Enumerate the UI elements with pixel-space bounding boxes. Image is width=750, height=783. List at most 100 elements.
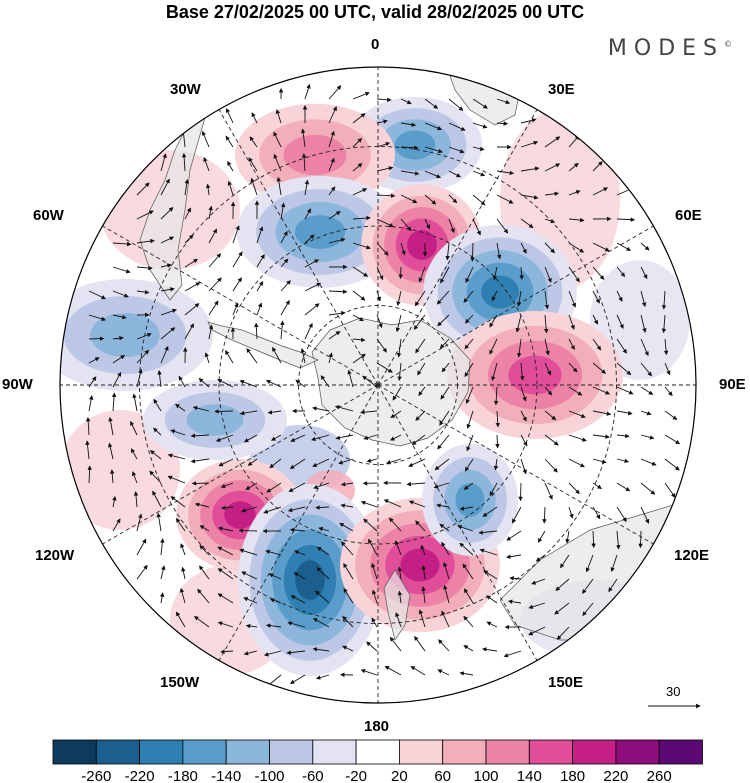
wind-arrow (520, 242, 527, 254)
wind-arrow (616, 338, 627, 354)
wind-arrow (280, 202, 286, 220)
wind-arrow (175, 403, 186, 412)
wind-arrow (112, 290, 129, 298)
wind-arrow (520, 140, 539, 148)
wind-arrow (495, 434, 500, 449)
wind-arrow (568, 217, 585, 223)
wind-arrow (130, 448, 138, 460)
wind-arrow (640, 242, 650, 251)
wind-arrow (304, 208, 312, 220)
meridian-line (377, 384, 538, 661)
wind-arrow (376, 290, 382, 302)
wind-arrow (448, 170, 461, 178)
wind-arrow (311, 434, 330, 442)
wind-arrow (516, 290, 522, 307)
wind-arrow (256, 302, 263, 316)
wind-arrow (178, 375, 186, 388)
wind-arrow (194, 502, 210, 508)
wind-arrow (352, 163, 363, 172)
wind-arrow (313, 482, 330, 490)
wind-arrow (190, 458, 210, 464)
wind-arrow (265, 549, 282, 556)
wind-arrow (413, 314, 426, 330)
wind-arrow (592, 187, 609, 196)
wind-arrow (520, 118, 537, 124)
wind-arrow (463, 645, 474, 652)
wind-arrow (472, 146, 485, 151)
wind-arrow (227, 161, 234, 172)
wind-arrow (376, 119, 388, 124)
wind-arrow (193, 616, 210, 628)
wind-arrow (272, 346, 282, 364)
wind-arrow (420, 544, 426, 556)
wind-arrow (197, 588, 210, 604)
wind-arrow (198, 378, 210, 388)
wind-arrow (439, 410, 450, 426)
wind-arrow (396, 290, 402, 307)
wind-arrow (280, 299, 290, 316)
wind-arrow (568, 410, 586, 418)
wind-arrow (312, 618, 330, 628)
wind-arrow (160, 287, 175, 292)
colorbar-tick-label: -100 (254, 768, 284, 783)
wind-arrow (517, 338, 522, 358)
wind-arrow (352, 337, 366, 343)
wind-arrow (414, 290, 426, 307)
wind-arrow (386, 458, 402, 465)
wind-arrow (341, 541, 354, 556)
wind-arrow (640, 314, 647, 333)
wind-arrow (496, 98, 511, 105)
wind-arrow (160, 327, 176, 340)
wind-arrow (400, 194, 418, 204)
wind-arrow (363, 434, 378, 440)
wind-arrow (287, 621, 306, 628)
wind-arrow (362, 375, 378, 388)
colorbar-swatch (355, 739, 400, 765)
wind-arrow (269, 458, 282, 469)
colorbar-swatch (398, 739, 444, 765)
wind-arrow (592, 314, 598, 325)
wind-arrow (592, 362, 607, 374)
wind-arrow (415, 520, 426, 532)
wind-arrow (592, 386, 611, 395)
wind-arrow (408, 458, 426, 467)
wind-arrow (184, 258, 198, 268)
wind-arrow (543, 314, 549, 334)
wind-arrow (394, 540, 402, 556)
wind-arrow (342, 615, 354, 628)
wind-arrow (232, 251, 243, 268)
wind-arrow (528, 602, 546, 609)
wind-arrow (238, 528, 258, 533)
wind-arrow (439, 338, 450, 349)
wind-arrow (544, 410, 557, 421)
wind-arrow (149, 450, 162, 460)
wind-arrow (328, 210, 341, 220)
anomaly-contour (224, 501, 256, 529)
colorbar-tick-label: -220 (125, 768, 155, 783)
wind-arrow (664, 362, 671, 376)
wind-arrow (440, 266, 450, 284)
wind-arrow (537, 530, 546, 543)
wind-arrow (175, 517, 186, 532)
wind-arrow (199, 525, 210, 532)
wind-arrow (608, 578, 618, 593)
wind-arrow (466, 410, 474, 429)
colorbar-tick-label: -260 (81, 768, 111, 783)
wind-arrow (418, 266, 426, 283)
wind-arrow (271, 434, 282, 441)
wind-arrow (263, 650, 282, 657)
wind-arrow (217, 568, 234, 580)
wind-arrow (273, 131, 282, 148)
wind-arrow (661, 314, 667, 334)
wind-arrow (519, 266, 524, 280)
wind-arrow (85, 440, 90, 460)
wind-arrow (448, 98, 464, 111)
wind-arrow (415, 338, 426, 354)
wind-arrow (376, 266, 384, 281)
wind-arrow (616, 266, 626, 278)
wind-arrow (217, 546, 234, 556)
anomaly-contour (400, 548, 440, 582)
wind-arrow (592, 242, 610, 252)
colorbar-tick-label: 180 (560, 768, 585, 783)
